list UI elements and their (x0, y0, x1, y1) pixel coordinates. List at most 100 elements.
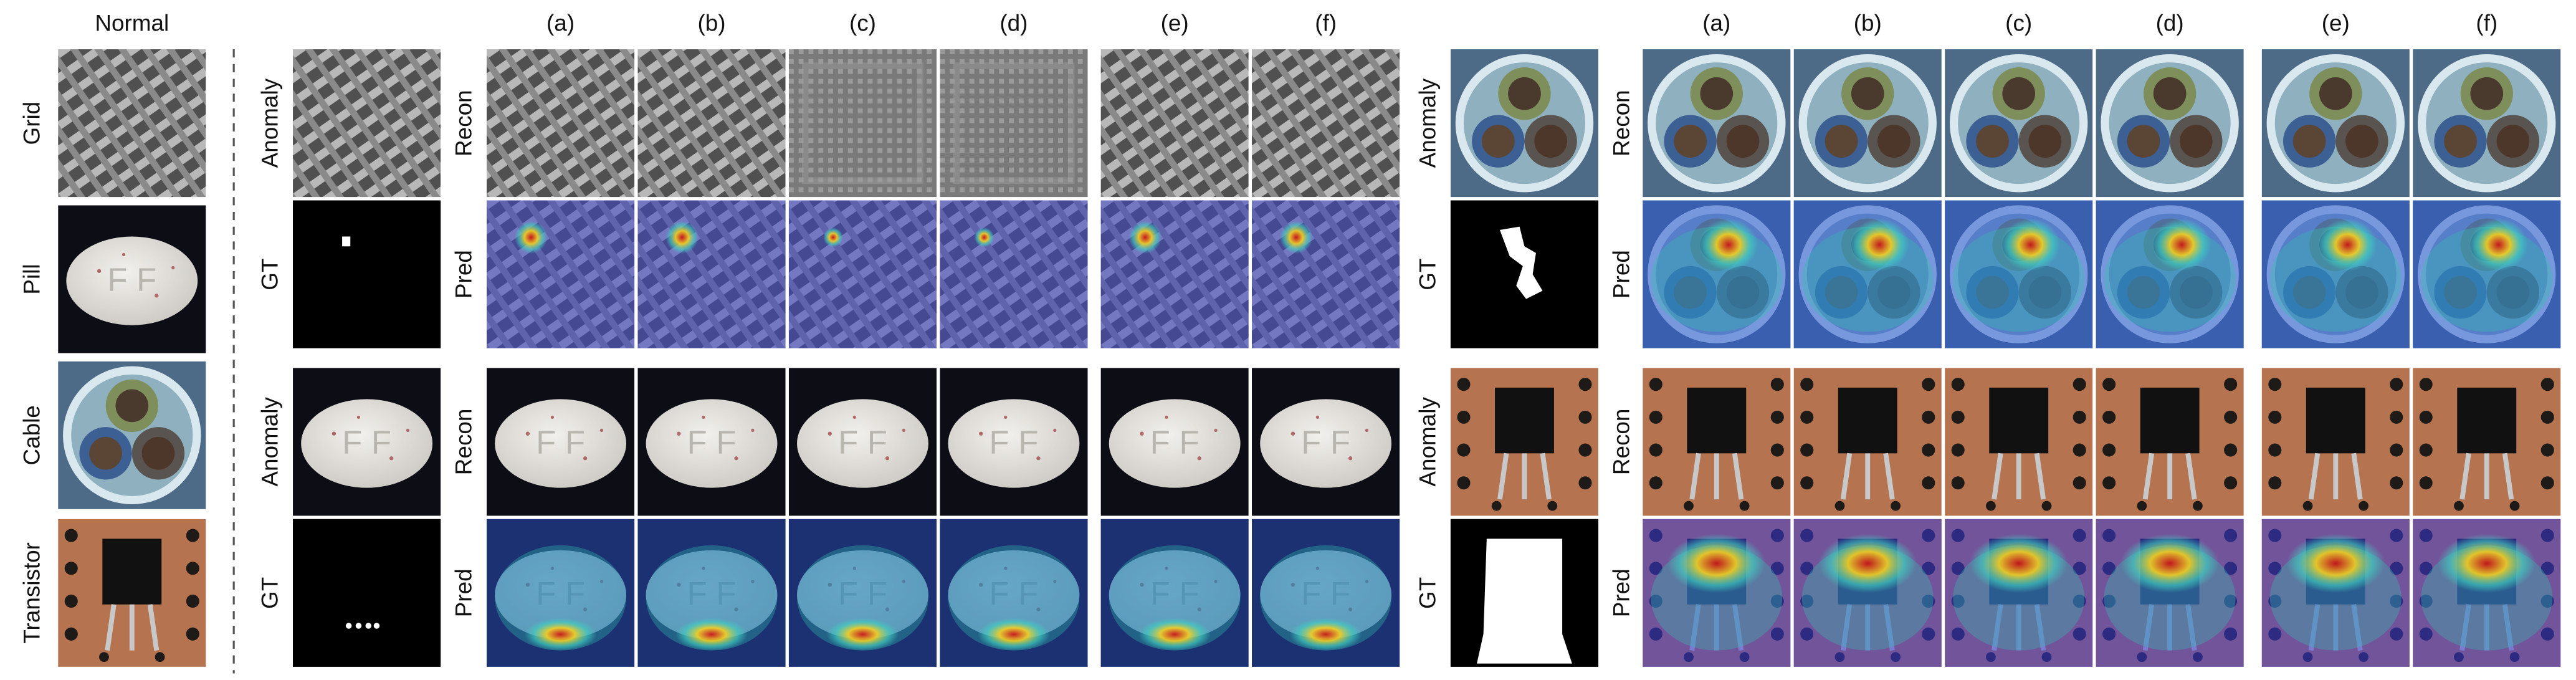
heatmap-hotspot (977, 618, 1050, 651)
pred-image (1100, 200, 1249, 348)
column-header: (e) (1161, 10, 1189, 36)
pred-image (2413, 200, 2561, 348)
heatmap-hotspot (826, 618, 899, 651)
heatmap-wash (637, 200, 786, 348)
normal-image (58, 49, 206, 198)
image-content (1643, 49, 1791, 198)
row-label: Pred (1608, 250, 1634, 299)
image-content (940, 368, 1088, 516)
image-content (1252, 368, 1400, 516)
heatmap-wash (1100, 200, 1249, 348)
heatmap-wash (486, 200, 635, 348)
heatmap-wash (788, 200, 937, 348)
image-content (1945, 368, 2092, 515)
heatmap-hotspot (1969, 534, 2068, 593)
gt-mask (373, 623, 380, 629)
row-label: Anomaly (257, 397, 283, 487)
heatmap-glow (1260, 545, 1392, 651)
recon-image (2096, 49, 2244, 198)
anomaly-image (1451, 368, 1598, 515)
recon-image (2413, 49, 2561, 198)
pred-image (1945, 200, 2093, 348)
image-content (486, 368, 635, 516)
heatmap-glow (948, 545, 1080, 651)
pred-image (940, 519, 1088, 667)
normal-image (58, 519, 206, 667)
gt-mask (1499, 226, 1543, 299)
heatmap-hotspot (2469, 218, 2529, 271)
image-content (1451, 368, 1598, 515)
heatmap-hotspot (2437, 534, 2536, 593)
row-label: GT (257, 577, 283, 609)
gt-image (293, 200, 441, 348)
heatmap-hotspot (2286, 534, 2385, 593)
heatmap-hotspot (1818, 534, 1917, 593)
image-content (1945, 49, 2093, 198)
heatmap-hotspot (524, 618, 597, 651)
pred-image (1643, 200, 1791, 348)
anomaly-image (1450, 49, 1599, 198)
anomaly-image (293, 368, 441, 516)
recon-image (1794, 368, 1942, 515)
heatmap-hotspot (1289, 618, 1362, 651)
column-header: (d) (2156, 10, 2184, 36)
pred-image (2413, 519, 2561, 667)
pred-image (2261, 200, 2410, 348)
column-header: (e) (2322, 10, 2350, 36)
image-content (58, 49, 206, 198)
heatmap-hotspot (2152, 218, 2211, 271)
heatmap-wash (940, 200, 1088, 348)
normal-image (58, 361, 206, 509)
recon-image (788, 368, 937, 516)
pred-image (940, 200, 1088, 348)
recon-image (486, 49, 635, 198)
heatmap-hotspot (675, 618, 748, 651)
column-header: (b) (1854, 10, 1882, 36)
row-label: Recon (451, 90, 476, 156)
row-label: Anomaly (1414, 78, 1440, 168)
recon-image (2262, 368, 2410, 515)
heatmap-hotspot (1667, 534, 1766, 593)
row-label: Pred (451, 250, 476, 299)
row-label: Pred (451, 568, 476, 617)
column-header: (a) (1702, 10, 1730, 36)
recon-image (789, 49, 937, 197)
image-content (1100, 49, 1249, 198)
image-content (58, 205, 206, 353)
pred-image (1945, 519, 2093, 667)
image-content (1643, 368, 1790, 515)
heatmap-wash (1252, 200, 1400, 348)
recon-image (1945, 49, 2093, 198)
row-label: GT (1414, 577, 1440, 609)
image-content (486, 49, 635, 198)
column-header: (c) (2005, 10, 2032, 36)
row-label: GT (257, 258, 283, 290)
image-content (788, 368, 937, 516)
gt-image (1450, 519, 1599, 667)
heatmap-hotspot (2001, 218, 2061, 271)
row-label: Recon (1608, 90, 1634, 156)
pred-image (1643, 519, 1791, 667)
heatmap-glow (646, 545, 778, 651)
gt-mask (355, 623, 362, 629)
image-content (2096, 49, 2244, 198)
heatmap-hotspot (823, 227, 843, 247)
image-content (1252, 49, 1400, 198)
image-content (1793, 49, 1942, 198)
recon-image (1643, 49, 1791, 198)
gt-image (1450, 200, 1599, 348)
heatmap-hotspot (974, 227, 995, 247)
column-header: (f) (2476, 10, 2497, 36)
image-content (58, 361, 206, 509)
row-label: Pill (19, 264, 44, 294)
image-content (2413, 49, 2561, 198)
column-title: Normal (95, 10, 169, 36)
image-content (293, 368, 441, 516)
row-label: Recon (1608, 409, 1634, 476)
image-content (1794, 368, 1942, 515)
column-header: (a) (546, 10, 575, 36)
gt-mask (365, 623, 371, 629)
row-label: Grid (19, 102, 44, 145)
pred-image (1252, 200, 1400, 348)
image-content (940, 49, 1087, 197)
